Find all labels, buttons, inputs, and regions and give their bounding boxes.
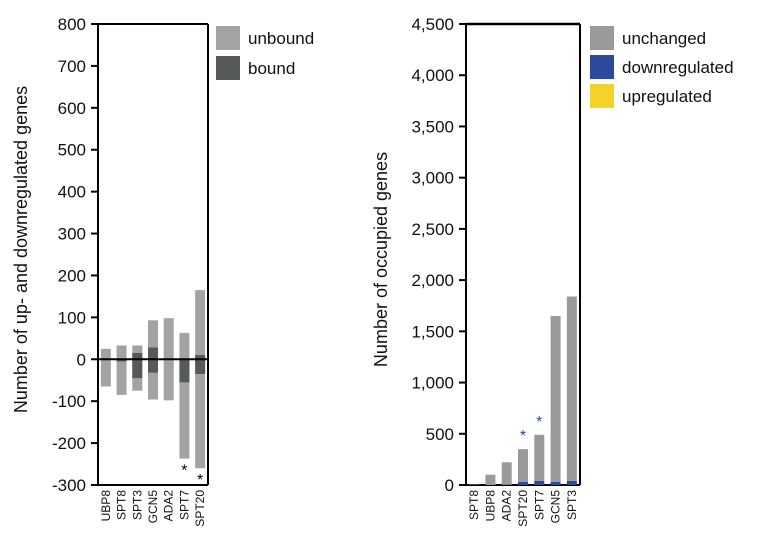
x-tick-label: SPT3 <box>565 490 579 520</box>
significance-star: * <box>197 472 203 489</box>
bar-bound-down-spt3 <box>132 359 142 378</box>
y-tick-label: 4,500 <box>411 15 454 34</box>
y-tick-label: 3,500 <box>411 117 454 136</box>
bar-unbound-down-spt8 <box>117 359 127 395</box>
y-tick-label: 2,500 <box>411 220 454 239</box>
bar-bound-up-gcn5 <box>148 348 158 360</box>
significance-star: * <box>520 428 526 445</box>
x-tick-label: ADA2 <box>500 490 514 522</box>
x-tick-label: SPT20 <box>516 490 530 527</box>
y-tick-label: -300 <box>52 476 86 495</box>
legend-swatch-unchanged <box>590 26 614 50</box>
x-tick-label: GCN5 <box>146 490 160 524</box>
bar-unchanged-ubp8 <box>485 475 495 485</box>
legend-swatch-downregulated <box>590 55 614 79</box>
bar-unbound-down-ubp8 <box>101 359 111 386</box>
y-tick-label: 3,000 <box>411 169 454 188</box>
y-tick-label: 100 <box>58 308 86 327</box>
bar-downregulated-spt20 <box>518 482 528 485</box>
chart-regulated-genes: 800 700 600 500 400 300 200 100 0 -100 -200 -300 Num… <box>11 15 314 527</box>
y-tick-label: 4,000 <box>411 66 454 85</box>
y-tick-label: 300 <box>58 225 86 244</box>
y-tick-label: -100 <box>52 392 86 411</box>
legend-label-unbound: unbound <box>248 29 314 48</box>
legend-swatch-bound <box>216 56 240 80</box>
legend-label-upregulated: upregulated <box>622 87 712 106</box>
bar-downregulated-gcn5 <box>551 482 561 485</box>
x-tick-label: SPT20 <box>193 490 207 527</box>
y-tick-label: 500 <box>58 141 86 160</box>
x-tick-label: ADA2 <box>162 490 176 522</box>
y-tick-label: 1,000 <box>411 374 454 393</box>
bar-unchanged-spt8 <box>469 484 479 485</box>
x-tick-label: SPT7 <box>177 490 191 520</box>
x-tick-label: SPT3 <box>130 490 144 520</box>
bar-unbound-down-ada2 <box>164 359 174 400</box>
legend-swatch-upregulated <box>590 84 614 108</box>
x-tick-label: SPT8 <box>467 490 481 520</box>
bar-bound-down-spt20 <box>195 359 205 374</box>
y-tick-label: 600 <box>58 99 86 118</box>
chart-occupied-genes: 4,500 4,000 3,500 3,000 2,500 2,000 1,500 1,000… <box>371 15 734 527</box>
x-tick-label: UBP8 <box>99 490 113 522</box>
y-tick-label: 400 <box>58 183 86 202</box>
y-tick-label: 800 <box>58 15 86 34</box>
y-tick-label: 1,500 <box>411 322 454 341</box>
significance-star: * <box>181 463 187 480</box>
bar-unchanged-ada2 <box>502 462 512 485</box>
y-axis-label: Number of up- and downregulated genes <box>11 86 31 413</box>
bar-unchanged-spt7 <box>534 435 544 481</box>
legend-swatch-unbound <box>216 26 240 50</box>
significance-star: * <box>536 414 542 431</box>
y-tick-label: -200 <box>52 434 86 453</box>
x-tick-label: UBP8 <box>483 490 497 522</box>
bar-unbound-down-spt20 <box>195 359 205 468</box>
y-tick-label: 500 <box>426 425 454 444</box>
y-axis-label: Number of occupied genes <box>371 152 391 367</box>
y-tick-label: 0 <box>77 350 86 369</box>
legend-label-downregulated: downregulated <box>622 58 734 77</box>
x-tick-label: SPT8 <box>115 490 129 520</box>
bar-unchanged-spt3 <box>567 297 577 481</box>
bar-downregulated-spt3 <box>567 481 577 485</box>
y-tick-label: 200 <box>58 266 86 285</box>
bar-unbound-up-ubp8 <box>101 349 111 359</box>
bar-unchanged-spt20 <box>518 449 528 482</box>
x-tick-label: GCN5 <box>549 490 563 524</box>
x-tick-label: SPT7 <box>532 490 546 520</box>
y-tick-label: 700 <box>58 57 86 76</box>
bar-bound-down-gcn5 <box>148 359 158 372</box>
bar-unchanged-gcn5 <box>551 316 561 482</box>
bar-unbound-up-spt7 <box>179 333 189 359</box>
bar-bound-down-spt7 <box>179 359 189 382</box>
bar-unbound-up-ada2 <box>164 318 174 359</box>
legend-label-unchanged: unchanged <box>622 29 706 48</box>
bar-downregulated-spt7 <box>534 481 544 485</box>
y-tick-label: 0 <box>445 476 454 495</box>
legend-label-bound: bound <box>248 59 295 78</box>
bar-unbound-up-spt8 <box>117 345 127 359</box>
bar-unbound-up-spt20 <box>195 290 205 359</box>
y-tick-label: 2,000 <box>411 271 454 290</box>
